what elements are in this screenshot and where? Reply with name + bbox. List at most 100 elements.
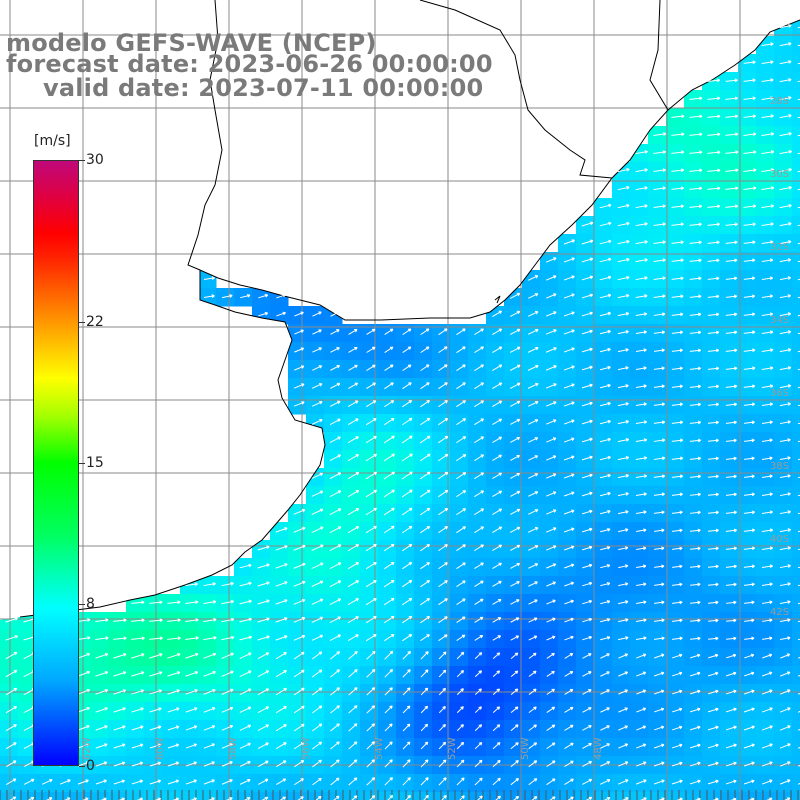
wind-cell: [126, 792, 145, 800]
wind-arrow: [653, 456, 666, 461]
wind-arrow: [330, 705, 340, 714]
wind-arrow: [347, 526, 360, 534]
wind-arrow: [654, 725, 665, 731]
wind-cell: [792, 18, 800, 37]
wind-cell: [396, 792, 415, 800]
wind-arrow: [689, 492, 701, 497]
wind-arrow: [707, 438, 719, 443]
wind-arrow: [653, 150, 667, 154]
wind-arrow: [653, 761, 665, 767]
wind-arrow: [203, 688, 216, 695]
wind-arrow: [653, 402, 665, 407]
wind-arrow: [330, 329, 340, 335]
wind-arrow: [330, 365, 340, 371]
wind-arrow: [545, 365, 557, 371]
wind-cell: [720, 792, 739, 800]
wind-arrow: [617, 167, 630, 173]
wind-arrow: [599, 419, 611, 425]
wind-arrow: [599, 311, 612, 317]
wind-arrow: [743, 78, 756, 83]
wind-arrow: [348, 687, 358, 696]
wind-arrow: [384, 705, 393, 714]
wind-arrow: [725, 240, 738, 245]
wind-arrow: [779, 42, 792, 47]
wind-arrow: [366, 723, 376, 732]
wind-arrow: [600, 725, 610, 731]
wind-arrow: [528, 509, 539, 515]
wind-arrow: [582, 527, 593, 533]
wind-arrow: [689, 204, 703, 209]
wind-arrow: [329, 490, 342, 498]
wind-arrow: [581, 491, 593, 497]
lon-label: 48W: [593, 737, 604, 760]
wind-arrow: [599, 275, 612, 281]
wind-arrow: [347, 598, 359, 606]
wind-arrow: [510, 777, 520, 786]
wind-arrow: [167, 671, 181, 677]
wind-arrow: [743, 114, 756, 119]
wind-arrow: [671, 438, 684, 443]
wind-arrow: [528, 724, 537, 732]
wind-cell: [792, 126, 800, 145]
wind-arrow: [744, 618, 755, 623]
wind-arrow: [185, 707, 198, 713]
wind-arrow: [239, 724, 252, 731]
wind-arrow: [347, 580, 360, 588]
wind-arrow: [707, 761, 719, 767]
wind-arrow: [95, 636, 109, 640]
wind-arrow: [654, 653, 665, 659]
wind-arrow: [312, 759, 322, 768]
wind-arrow: [203, 725, 216, 731]
wind-arrow: [618, 546, 629, 551]
wind-arrow: [707, 312, 720, 317]
wind-arrow: [708, 653, 719, 659]
wind-arrow: [456, 759, 465, 768]
wind-arrow: [779, 330, 792, 335]
wind-arrow: [113, 636, 127, 641]
grid-labels: 62W 60W 58W 56W 54W 52W 50W 48W 28S 30S 32S 34S 36S 3…: [82, 96, 789, 760]
wind-arrow: [509, 364, 521, 371]
wind-arrow: [419, 471, 431, 480]
wind-arrow: [456, 777, 465, 786]
wind-arrow: [672, 582, 683, 587]
colorbar-tick: [79, 463, 85, 464]
wind-arrow: [743, 743, 755, 749]
wind-arrow: [635, 510, 647, 515]
wind-arrow: [311, 526, 324, 533]
wind-arrow: [384, 364, 394, 372]
wind-arrow: [708, 636, 719, 641]
wind-arrow: [689, 330, 702, 335]
lat-label: 36S: [770, 388, 789, 399]
wind-arrow: [185, 600, 199, 604]
wind-arrow: [690, 689, 701, 695]
wind-arrow: [761, 582, 773, 587]
wind-cell: [792, 738, 800, 757]
wind-arrow: [635, 438, 648, 443]
wind-arrow: [420, 723, 429, 732]
wind-arrow: [689, 294, 702, 299]
wind-arrow: [743, 294, 756, 299]
wind-arrow: [761, 528, 774, 533]
wind-arrow: [654, 546, 665, 551]
wind-arrow: [348, 705, 358, 714]
wind-arrow: [582, 671, 592, 677]
wind-arrow: [402, 650, 411, 660]
wind-arrow: [528, 670, 537, 677]
wind-arrow: [510, 652, 519, 659]
wind-arrow: [563, 509, 575, 515]
wind-arrow: [707, 689, 719, 695]
wind-arrow: [528, 706, 537, 713]
wind-arrow: [311, 400, 323, 407]
wind-arrow: [582, 599, 593, 605]
wind-cell: [792, 648, 800, 667]
wind-arrow: [761, 779, 773, 785]
wind-arrow: [707, 420, 719, 425]
wind-arrow: [492, 544, 503, 551]
wind-arrow: [420, 759, 429, 768]
wind-arrow: [456, 688, 464, 696]
wind-arrow: [474, 418, 485, 426]
wind-arrow: [293, 544, 306, 551]
wind-arrow: [743, 204, 757, 209]
lon-label: 50W: [520, 737, 531, 760]
wind-arrow: [689, 456, 701, 461]
